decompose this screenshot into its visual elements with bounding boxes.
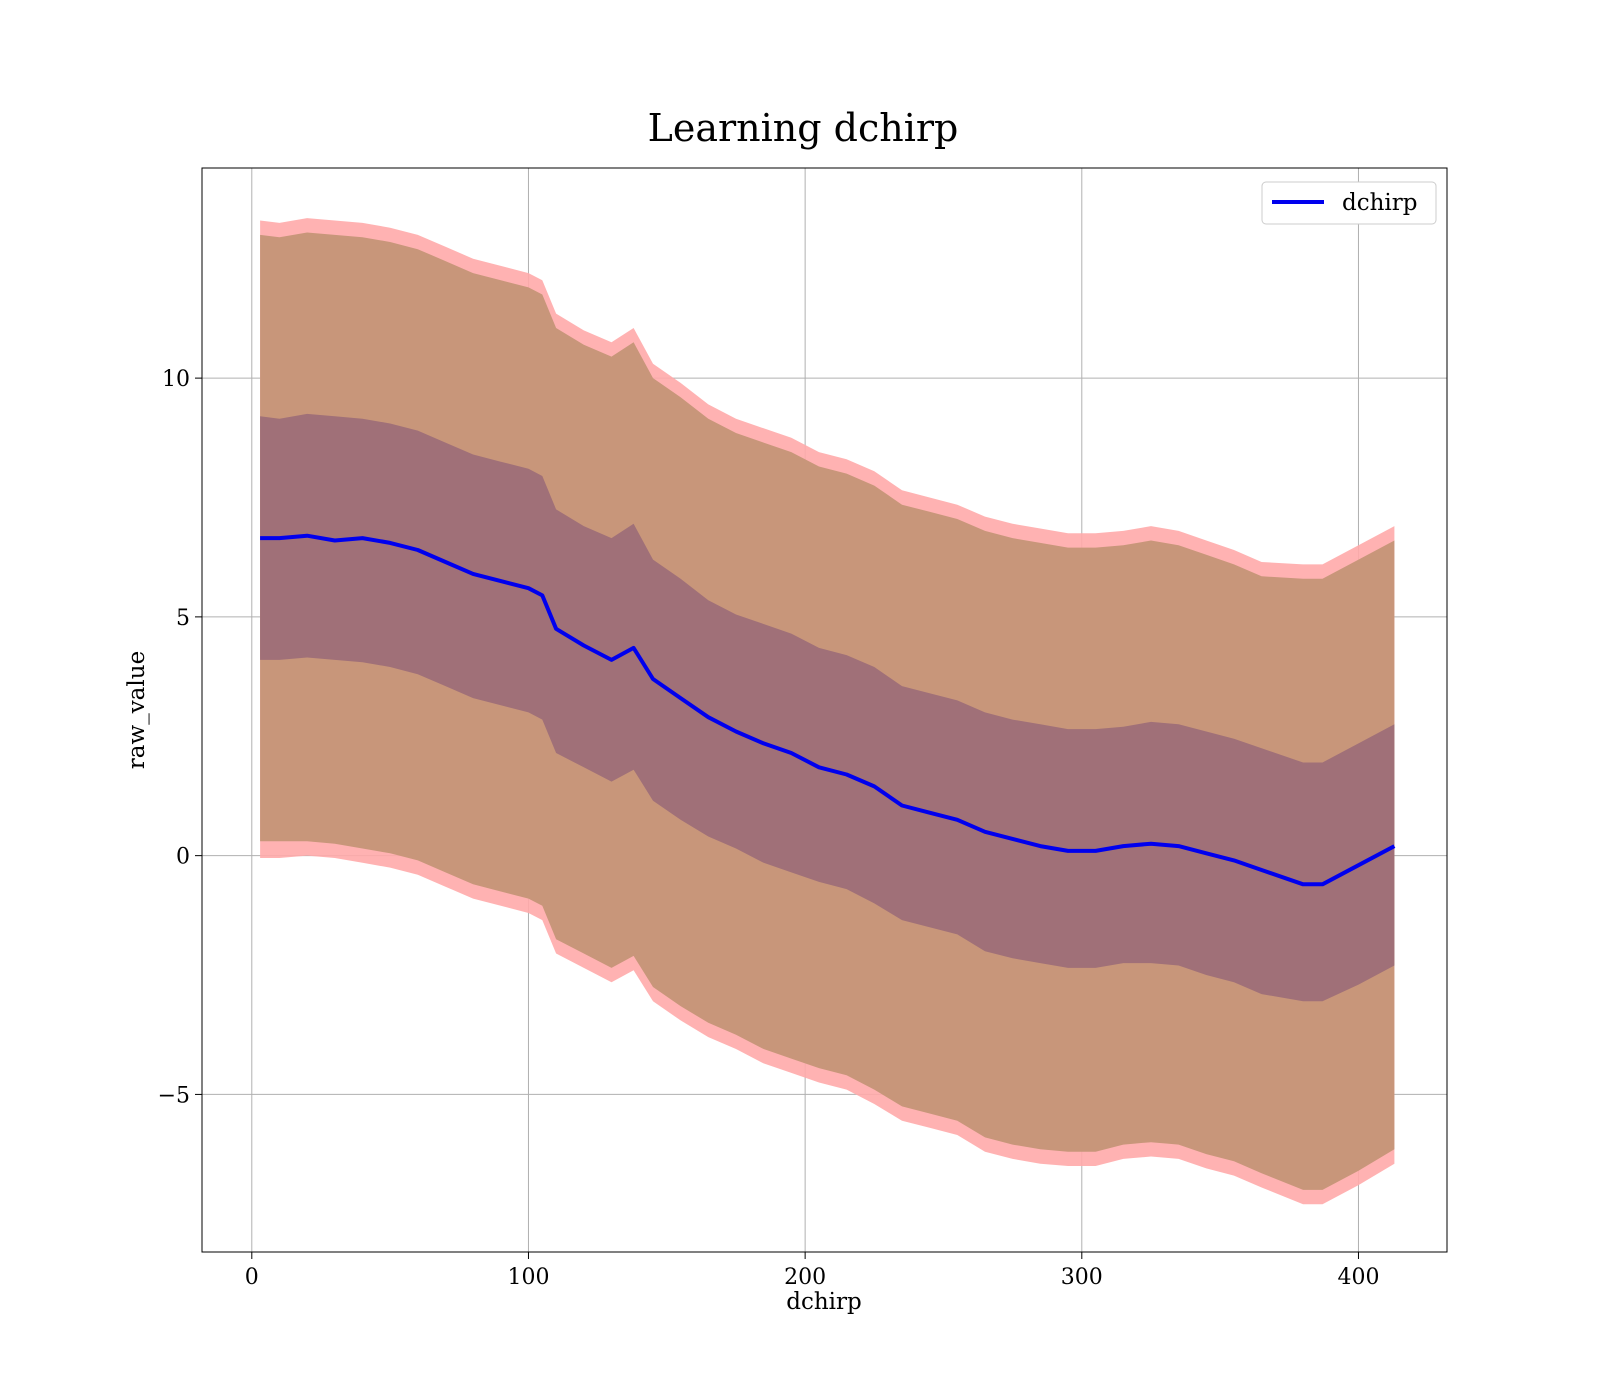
- plot-frame: [201, 167, 1448, 1253]
- legend: dchirp: [1261, 181, 1437, 225]
- x-tick-label: 300: [1061, 1265, 1103, 1290]
- y-tick-label: 0: [176, 845, 190, 870]
- x-axis-label: dchirp: [786, 1289, 862, 1315]
- legend-entry: dchirp: [1342, 190, 1418, 216]
- x-tick-label: 400: [1337, 1265, 1379, 1290]
- x-tick-label: 200: [784, 1265, 826, 1290]
- x-tick-label: 0: [245, 1265, 259, 1290]
- x-ticks: 0 100 200 300 400: [245, 1252, 1379, 1290]
- y-tick-label: −5: [158, 1083, 190, 1108]
- y-axis-label: raw_value: [124, 651, 150, 769]
- x-tick-label: 100: [507, 1265, 549, 1290]
- y-tick-label: 5: [176, 606, 190, 631]
- series-line-dchirp: [260, 533, 1396, 887]
- chart-title: Learning dchirp: [648, 106, 959, 150]
- y-ticks: −5 0 5 10: [158, 367, 202, 1108]
- lines-layer: [260, 533, 1396, 887]
- legend-box: [1261, 181, 1437, 225]
- bands-layer: [260, 218, 1395, 1205]
- inner-band: [260, 413, 1395, 1002]
- y-tick-label: 10: [162, 367, 190, 392]
